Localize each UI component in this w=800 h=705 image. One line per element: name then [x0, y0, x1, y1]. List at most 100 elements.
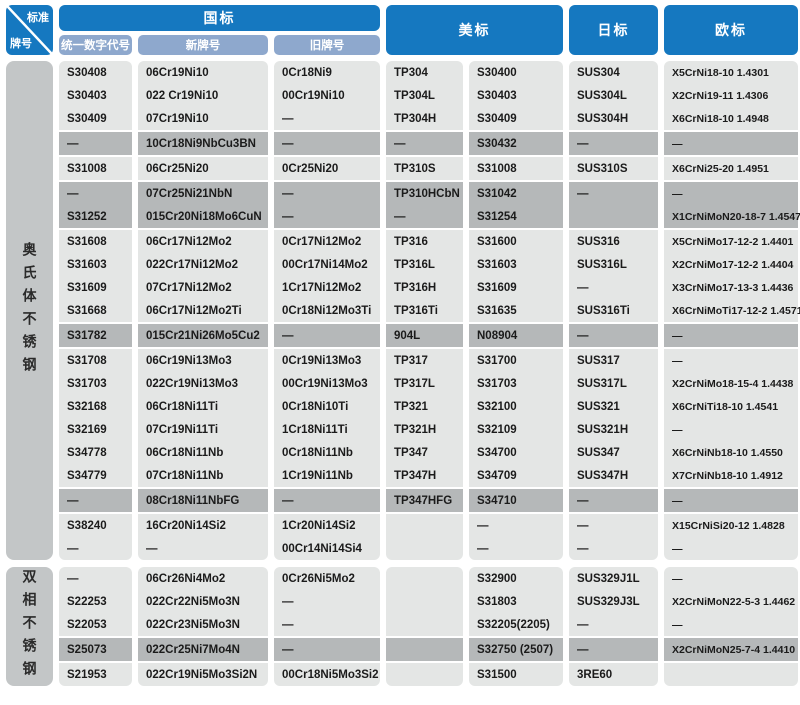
table-cell: X5CrNi18-10 1.4301: [664, 61, 798, 84]
table-cell: SUS329J1L: [569, 567, 658, 590]
table-cell: 015Cr21Ni26Mo5Cu2: [138, 324, 268, 347]
table-cell: S32169: [59, 418, 132, 441]
table-cell: X6CrNiMoTi17-12-2 1.4571: [664, 299, 800, 322]
table-cell: TP321: [386, 395, 463, 418]
table-cell: 022Cr17Ni12Mo2: [138, 253, 268, 276]
table-cell: 0Cr18Ni9: [274, 61, 380, 84]
table-cell: —: [274, 182, 380, 205]
table-cell: S31703: [469, 372, 563, 395]
table-row: — 07Cr25Ni21NbN — TP310HCbN S31042 — —: [59, 182, 798, 205]
table-cell: —: [274, 205, 380, 228]
table-cell: 08Cr18Ni11NbFG: [138, 489, 268, 512]
table-cell: S30409: [469, 107, 563, 130]
table-cell: SUS347: [569, 441, 658, 464]
table-cell: 06Cr25Ni20: [138, 157, 268, 180]
table-cell: S30403: [59, 84, 132, 107]
table-cell: 1Cr19Ni11Nb: [274, 464, 380, 487]
table-cell: 0Cr18Ni12Mo3Ti: [274, 299, 380, 322]
table-cell: —: [569, 276, 658, 299]
corner-cell: 标准 牌号: [6, 5, 53, 55]
table-row: S34778 06Cr18Ni11Nb 0Cr18Ni11Nb TP347 S34700…: [59, 441, 798, 464]
table-cell: 07Cr25Ni21NbN: [138, 182, 268, 205]
table-cell: S34710: [469, 489, 563, 512]
table-cell: 904L: [386, 324, 463, 347]
table-cell: TP317: [386, 349, 463, 372]
table-cell: S31635: [469, 299, 563, 322]
table-cell: —: [664, 567, 798, 590]
table-row: S31252 015Cr20Ni18Mo6CuN — — S31254 X1CrNiMoN…: [59, 205, 800, 228]
table-body: 奥氏体不锈钢 S30408 06Cr19Ni10 0Cr18Ni9 TP304 S3040…: [6, 61, 800, 686]
table-row: S34779 07Cr18Ni11Nb 1Cr19Ni11Nb TP347H S3470…: [59, 464, 798, 487]
table-cell: S31803: [469, 590, 563, 613]
table-cell: S31782: [59, 324, 132, 347]
table-cell: 022Cr23Ni5Mo3N: [138, 613, 268, 636]
table-cell: X2CrNiMo18-15-4 1.4438: [664, 372, 798, 395]
table-cell: TP316: [386, 230, 463, 253]
table-cell: S34700: [469, 441, 563, 464]
table-cell: X5CrNiMo17-12-2 1.4401: [664, 230, 798, 253]
table-cell: 10Cr18Ni9NbCu3BN: [138, 132, 268, 155]
table-cell: 1Cr18Ni11Ti: [274, 418, 380, 441]
table-cell: S38240: [59, 514, 132, 537]
table-cell: —: [386, 132, 463, 155]
table-cell: S25073: [59, 638, 132, 661]
table-cell: —: [274, 132, 380, 155]
table-section: 奥氏体不锈钢 S30408 06Cr19Ni10 0Cr18Ni9 TP304 S3040…: [6, 61, 800, 560]
table-cell: 1Cr17Ni12Mo2: [274, 276, 380, 299]
table-cell: S34709: [469, 464, 563, 487]
table-cell: 00Cr17Ni14Mo2: [274, 253, 380, 276]
table-cell: S31008: [59, 157, 132, 180]
table-cell: S32900: [469, 567, 563, 590]
table-cell: —: [59, 132, 132, 155]
table-header: 标准 牌号 国标 美标 日标 欧标 统一数字代号 新牌号 旧牌号: [6, 5, 798, 55]
table-row: — 10Cr18Ni9NbCu3BN — — S30432 — —: [59, 132, 798, 155]
table-row: S32169 07Cr19Ni11Ti 1Cr18Ni11Ti TP321H S3210…: [59, 418, 798, 441]
table-row: S30403 022 Cr19Ni10 00Cr19Ni10 TP304L S30403…: [59, 84, 798, 107]
table-cell: X2CrNiMo17-12-2 1.4404: [664, 253, 798, 276]
table-cell: —: [274, 489, 380, 512]
table-cell: S22253: [59, 590, 132, 613]
table-cell: X2CrNiMoN25-7-4 1.4410: [664, 638, 798, 661]
table-cell: TP347: [386, 441, 463, 464]
table-cell: S31668: [59, 299, 132, 322]
table-cell: X15CrNiSi20-12 1.4828: [664, 514, 798, 537]
table-cell: S31603: [469, 253, 563, 276]
table-cell: 00Cr18Ni5Mo3Si2: [274, 663, 380, 686]
corner-label-grade: 牌号: [10, 38, 32, 50]
table-cell: 00Cr19Ni13Mo3: [274, 372, 380, 395]
table-cell: S31254: [469, 205, 563, 228]
table-cell: —: [569, 537, 658, 560]
table-cell: 1Cr20Ni14Si2: [274, 514, 380, 537]
subheader-unified-code: 统一数字代号: [59, 35, 132, 55]
table-cell: —: [59, 182, 132, 205]
table-cell: 06Cr18Ni11Ti: [138, 395, 268, 418]
table-cell: 022Cr19Ni13Mo3: [138, 372, 268, 395]
table-row: S30408 06Cr19Ni10 0Cr18Ni9 TP304 S30400 SUS30…: [59, 61, 798, 84]
table-cell: —: [138, 537, 268, 560]
table-cell: SUS321H: [569, 418, 658, 441]
table-cell: [386, 663, 463, 686]
table-cell: S31700: [469, 349, 563, 372]
table-cell: —: [569, 182, 658, 205]
table-cell: [386, 638, 463, 661]
table-row: — 06Cr26Ni4Mo2 0Cr26Ni5Mo2 S32900 SUS329J1L —: [59, 567, 798, 590]
table-cell: S21953: [59, 663, 132, 686]
table-cell: [386, 567, 463, 590]
table-row: S22053 022Cr23Ni5Mo3N — S32205(2205) — —: [59, 613, 798, 636]
table-cell: SUS316: [569, 230, 658, 253]
table-cell: X1CrNiMoN20-18-7 1.4547: [664, 205, 800, 228]
table-cell: 06Cr19Ni10: [138, 61, 268, 84]
table-cell: —: [569, 324, 658, 347]
diagonal-divider: [6, 5, 53, 55]
table-cell: —: [274, 107, 380, 130]
table-cell: —: [274, 638, 380, 661]
table-cell: —: [664, 613, 798, 636]
table-cell: S31603: [59, 253, 132, 276]
table-cell: TP316Ti: [386, 299, 463, 322]
table-cell: 022Cr19Ni5Mo3Si2N: [138, 663, 268, 686]
section-label: 奥氏体不锈钢: [6, 61, 53, 560]
table-cell: X7CrNiNb18-10 1.4912: [664, 464, 798, 487]
table-cell: S31500: [469, 663, 563, 686]
table-cell: S30432: [469, 132, 563, 155]
